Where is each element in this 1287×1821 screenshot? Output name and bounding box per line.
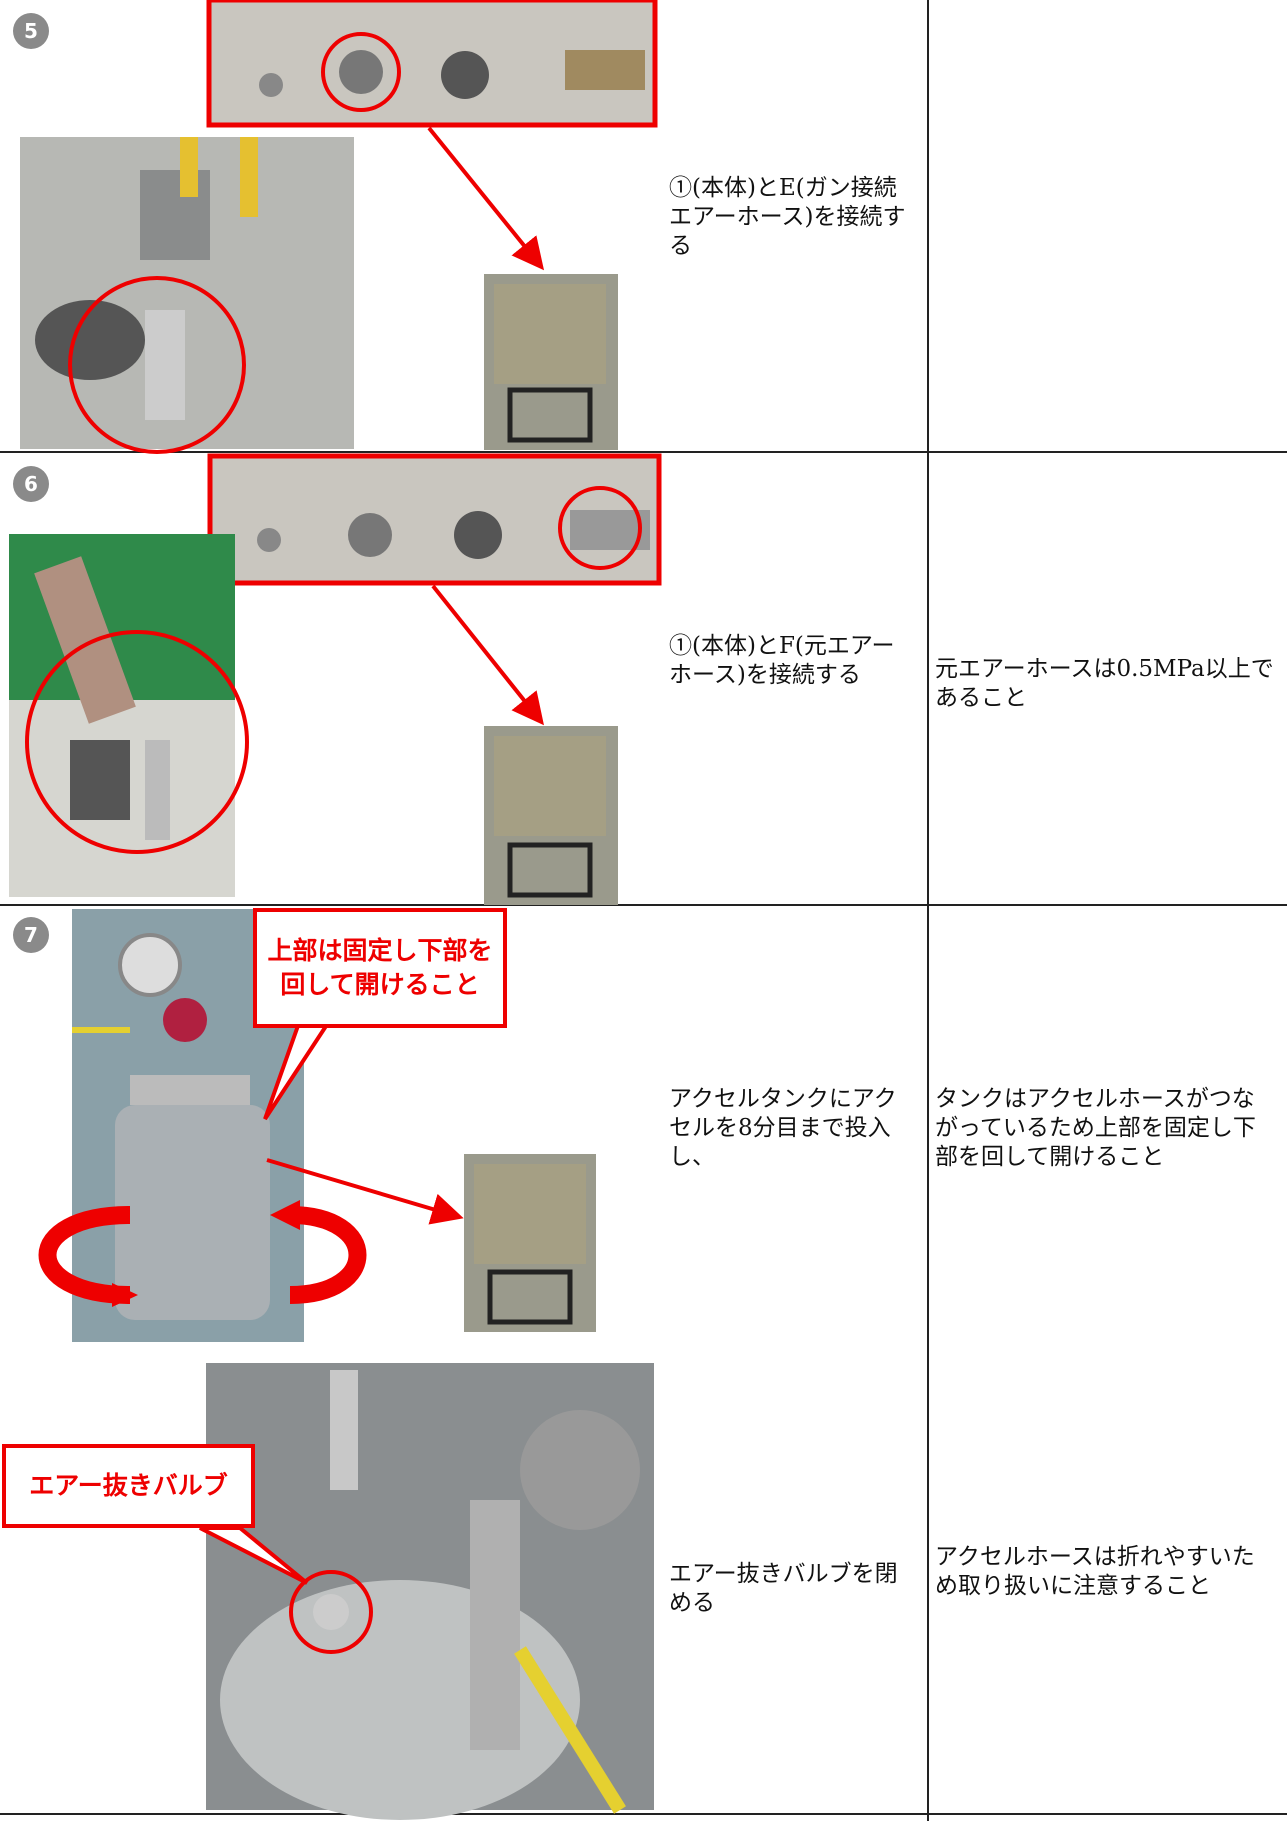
photos-step-5 xyxy=(20,0,658,454)
note: タンクはアクセルホースがつながっているため上部を固定し下部を回して開けること xyxy=(935,1086,1256,1170)
step-badge: 6 xyxy=(13,466,49,502)
instruction: ①(本体)とE(ガン接続エアーホース)を接続する xyxy=(669,175,906,259)
photos-step-6 xyxy=(9,453,662,905)
instruction: ①(本体)とF(元エアーホース)を接続する xyxy=(669,633,895,688)
note: アクセルホースは折れやすいため取り扱いに注意すること xyxy=(935,1544,1255,1599)
step-badge: 5 xyxy=(13,13,49,49)
instruction: エアー抜きバルブを閉める xyxy=(669,1561,898,1616)
instruction: アクセルタンクにアクセルを8分目まで投入し、 xyxy=(669,1086,897,1170)
callout: 上部は固定し下部を回して開けること xyxy=(253,908,507,1028)
callout: エアー抜きバルブ xyxy=(2,1444,255,1528)
photos-step-7 xyxy=(38,909,654,1820)
note: 元エアーホースは0.5MPa以上であること xyxy=(935,656,1274,711)
step-badge: 7 xyxy=(13,917,49,953)
